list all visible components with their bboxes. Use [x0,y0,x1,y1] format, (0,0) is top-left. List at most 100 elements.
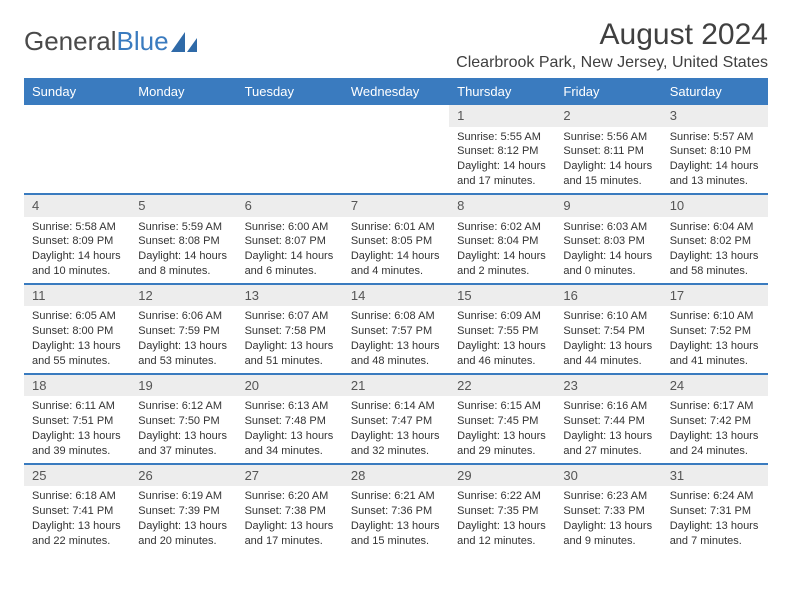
day-number [24,105,130,109]
day-cell: 13Sunrise: 6:07 AMSunset: 7:58 PMDayligh… [237,283,343,373]
day-body: Sunrise: 5:59 AMSunset: 8:08 PMDaylight:… [130,217,236,283]
day-cell: 21Sunrise: 6:14 AMSunset: 7:47 PMDayligh… [343,373,449,463]
sunset-text: Sunset: 8:04 PM [457,234,547,249]
day-body: Sunrise: 5:58 AMSunset: 8:09 PMDaylight:… [24,217,130,283]
day-cell: 24Sunrise: 6:17 AMSunset: 7:42 PMDayligh… [662,373,768,463]
daylight-text: Daylight: 13 hours and 58 minutes. [670,249,760,279]
sunset-text: Sunset: 8:02 PM [670,234,760,249]
day-body: Sunrise: 6:19 AMSunset: 7:39 PMDaylight:… [130,486,236,552]
sunset-text: Sunset: 7:51 PM [32,414,122,429]
day-cell [24,105,130,193]
daylight-text: Daylight: 13 hours and 22 minutes. [32,519,122,549]
day-cell: 12Sunrise: 6:06 AMSunset: 7:59 PMDayligh… [130,283,236,373]
day-number: 12 [130,283,236,307]
sunset-text: Sunset: 7:47 PM [351,414,441,429]
day-cell: 26Sunrise: 6:19 AMSunset: 7:39 PMDayligh… [130,463,236,553]
day-cell [237,105,343,193]
day-body: Sunrise: 6:23 AMSunset: 7:33 PMDaylight:… [555,486,661,552]
calendar-page: GeneralBlue August 2024 Clearbrook Park,… [0,0,792,565]
day-number: 5 [130,193,236,217]
day-cell: 20Sunrise: 6:13 AMSunset: 7:48 PMDayligh… [237,373,343,463]
day-body: Sunrise: 6:17 AMSunset: 7:42 PMDaylight:… [662,396,768,462]
daylight-text: Daylight: 14 hours and 6 minutes. [245,249,335,279]
logo-text-1: General [24,26,117,57]
sunrise-text: Sunrise: 6:05 AM [32,309,122,324]
daylight-text: Daylight: 13 hours and 41 minutes. [670,339,760,369]
day-body: Sunrise: 6:07 AMSunset: 7:58 PMDaylight:… [237,306,343,372]
sunset-text: Sunset: 8:09 PM [32,234,122,249]
day-cell: 14Sunrise: 6:08 AMSunset: 7:57 PMDayligh… [343,283,449,373]
sunset-text: Sunset: 8:12 PM [457,144,547,159]
day-header-row: Sunday Monday Tuesday Wednesday Thursday… [24,78,768,105]
daylight-text: Daylight: 13 hours and 9 minutes. [563,519,653,549]
day-number: 15 [449,283,555,307]
sunrise-text: Sunrise: 6:17 AM [670,399,760,414]
daylight-text: Daylight: 13 hours and 12 minutes. [457,519,547,549]
day-cell: 8Sunrise: 6:02 AMSunset: 8:04 PMDaylight… [449,193,555,283]
day-number: 27 [237,463,343,487]
daylight-text: Daylight: 13 hours and 20 minutes. [138,519,228,549]
day-body: Sunrise: 6:06 AMSunset: 7:59 PMDaylight:… [130,306,236,372]
day-number: 26 [130,463,236,487]
sunset-text: Sunset: 7:52 PM [670,324,760,339]
daylight-text: Daylight: 13 hours and 55 minutes. [32,339,122,369]
sunrise-text: Sunrise: 6:00 AM [245,220,335,235]
day-number [130,105,236,109]
calendar-table: Sunday Monday Tuesday Wednesday Thursday… [24,78,768,553]
day-body: Sunrise: 6:04 AMSunset: 8:02 PMDaylight:… [662,217,768,283]
week-row: 18Sunrise: 6:11 AMSunset: 7:51 PMDayligh… [24,373,768,463]
daylight-text: Daylight: 13 hours and 29 minutes. [457,429,547,459]
daylight-text: Daylight: 13 hours and 39 minutes. [32,429,122,459]
sunrise-text: Sunrise: 6:19 AM [138,489,228,504]
day-cell: 3Sunrise: 5:57 AMSunset: 8:10 PMDaylight… [662,105,768,193]
day-number: 20 [237,373,343,397]
day-cell: 6Sunrise: 6:00 AMSunset: 8:07 PMDaylight… [237,193,343,283]
daylight-text: Daylight: 14 hours and 15 minutes. [563,159,653,189]
day-cell: 28Sunrise: 6:21 AMSunset: 7:36 PMDayligh… [343,463,449,553]
daylight-text: Daylight: 13 hours and 51 minutes. [245,339,335,369]
day-cell: 15Sunrise: 6:09 AMSunset: 7:55 PMDayligh… [449,283,555,373]
sunrise-text: Sunrise: 6:14 AM [351,399,441,414]
day-cell: 11Sunrise: 6:05 AMSunset: 8:00 PMDayligh… [24,283,130,373]
daylight-text: Daylight: 14 hours and 4 minutes. [351,249,441,279]
day-header: Thursday [449,78,555,105]
day-cell: 31Sunrise: 6:24 AMSunset: 7:31 PMDayligh… [662,463,768,553]
daylight-text: Daylight: 14 hours and 17 minutes. [457,159,547,189]
day-number: 10 [662,193,768,217]
day-body: Sunrise: 6:24 AMSunset: 7:31 PMDaylight:… [662,486,768,552]
sunset-text: Sunset: 7:48 PM [245,414,335,429]
daylight-text: Daylight: 13 hours and 24 minutes. [670,429,760,459]
day-body: Sunrise: 6:20 AMSunset: 7:38 PMDaylight:… [237,486,343,552]
week-row: 11Sunrise: 6:05 AMSunset: 8:00 PMDayligh… [24,283,768,373]
day-body: Sunrise: 6:14 AMSunset: 7:47 PMDaylight:… [343,396,449,462]
sunset-text: Sunset: 7:57 PM [351,324,441,339]
day-cell [343,105,449,193]
sunset-text: Sunset: 7:45 PM [457,414,547,429]
day-number: 6 [237,193,343,217]
sunrise-text: Sunrise: 5:57 AM [670,130,760,145]
sunset-text: Sunset: 8:05 PM [351,234,441,249]
day-cell: 25Sunrise: 6:18 AMSunset: 7:41 PMDayligh… [24,463,130,553]
day-body: Sunrise: 6:10 AMSunset: 7:52 PMDaylight:… [662,306,768,372]
sunrise-text: Sunrise: 6:01 AM [351,220,441,235]
logo-text-2: Blue [117,26,169,57]
week-row: 4Sunrise: 5:58 AMSunset: 8:09 PMDaylight… [24,193,768,283]
sunrise-text: Sunrise: 5:59 AM [138,220,228,235]
day-cell: 4Sunrise: 5:58 AMSunset: 8:09 PMDaylight… [24,193,130,283]
sunset-text: Sunset: 7:55 PM [457,324,547,339]
sunrise-text: Sunrise: 6:21 AM [351,489,441,504]
day-body: Sunrise: 6:13 AMSunset: 7:48 PMDaylight:… [237,396,343,462]
day-cell: 7 Sunrise: 6:01 AMSunset: 8:05 PMDaylight… [343,193,449,283]
sunrise-text: Sunrise: 6:12 AM [138,399,228,414]
sunset-text: Sunset: 7:38 PM [245,504,335,519]
day-number: 18 [24,373,130,397]
sunrise-text: Sunrise: 6:23 AM [563,489,653,504]
sunrise-text: Sunrise: 6:11 AM [32,399,122,414]
day-number: 7 [343,193,449,217]
sunset-text: Sunset: 7:50 PM [138,414,228,429]
day-cell: 2Sunrise: 5:56 AMSunset: 8:11 PMDaylight… [555,105,661,193]
location-text: Clearbrook Park, New Jersey, United Stat… [456,54,768,72]
day-cell [130,105,236,193]
daylight-text: Daylight: 14 hours and 10 minutes. [32,249,122,279]
logo: GeneralBlue [24,18,197,57]
